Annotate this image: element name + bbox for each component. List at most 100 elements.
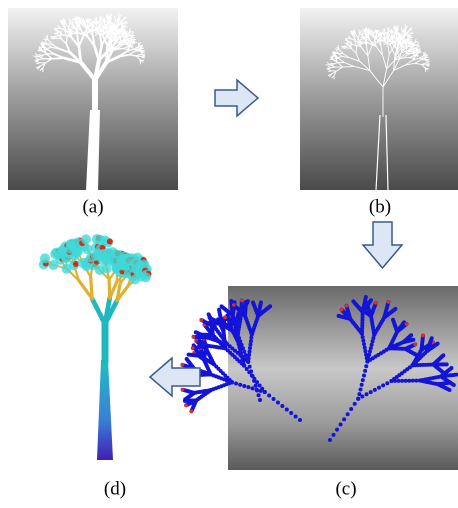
point: [363, 346, 367, 350]
point: [349, 407, 353, 411]
point: [247, 353, 251, 357]
node: [240, 299, 244, 303]
point: [242, 384, 246, 388]
node: [340, 308, 344, 312]
branch: [366, 30, 367, 35]
point: [249, 336, 253, 340]
branch: [104, 27, 105, 30]
point: [441, 353, 445, 357]
point: [258, 383, 262, 387]
point: [328, 438, 332, 442]
branch: [413, 50, 416, 51]
figure: (a) (b) (c) (d): [0, 0, 458, 508]
point: [248, 343, 252, 347]
branch: [343, 66, 354, 67]
leaf: [141, 272, 151, 282]
point: [337, 314, 341, 318]
point: [259, 300, 263, 304]
point: [365, 392, 369, 396]
point: [194, 330, 198, 334]
point: [411, 379, 415, 383]
point: [448, 388, 452, 392]
point: [339, 423, 343, 427]
branch: [398, 36, 399, 40]
point: [187, 353, 191, 357]
point: [369, 298, 373, 302]
point: [342, 417, 346, 421]
point: [448, 380, 452, 384]
point: [254, 384, 258, 388]
branch: [101, 20, 102, 24]
leaf: [81, 234, 91, 244]
point: [452, 383, 456, 387]
branch: [66, 37, 67, 44]
point: [251, 374, 255, 378]
point: [371, 336, 375, 340]
branch: [88, 23, 89, 29]
point: [436, 342, 440, 346]
point: [183, 397, 187, 401]
point: [381, 383, 385, 387]
node: [184, 403, 188, 407]
node: [413, 343, 417, 347]
node: [345, 304, 349, 308]
point: [244, 300, 248, 304]
point: [251, 301, 255, 305]
trunk: [97, 360, 113, 460]
point: [207, 312, 211, 316]
point: [257, 393, 261, 397]
point: [373, 388, 377, 392]
point: [247, 356, 251, 360]
point: [258, 398, 262, 402]
point: [385, 381, 389, 385]
branch: [91, 277, 92, 299]
point: [393, 307, 397, 311]
point: [364, 295, 368, 299]
point: [208, 316, 212, 320]
panel-label: (a): [82, 196, 103, 217]
point: [260, 387, 264, 391]
branch: [398, 28, 399, 32]
branch: [76, 19, 77, 24]
point: [268, 304, 272, 308]
branch: [425, 68, 426, 72]
branch: [127, 40, 131, 41]
point: [359, 387, 363, 391]
node: [232, 303, 236, 307]
point: [276, 401, 280, 405]
point: [363, 369, 367, 373]
point: [409, 333, 413, 337]
node: [181, 363, 185, 367]
point: [248, 346, 252, 350]
node: [200, 318, 204, 322]
point: [252, 379, 256, 383]
point: [404, 379, 408, 383]
point: [362, 373, 366, 377]
branch: [392, 37, 393, 40]
node: [192, 335, 196, 339]
point: [238, 383, 242, 387]
point: [289, 411, 293, 415]
point: [369, 346, 373, 350]
point: [185, 357, 189, 361]
node: [181, 388, 185, 392]
point: [364, 364, 368, 368]
point: [393, 379, 397, 383]
point: [364, 300, 368, 304]
node: [107, 238, 113, 244]
node: [387, 300, 391, 304]
branch: [133, 43, 136, 44]
branch: [117, 49, 123, 50]
point: [267, 394, 271, 398]
branch: [409, 33, 414, 34]
point: [363, 349, 367, 353]
node: [223, 316, 227, 320]
point: [255, 388, 259, 392]
point: [400, 379, 404, 383]
point: [449, 366, 453, 370]
point: [367, 353, 371, 357]
node: [421, 334, 425, 338]
point: [248, 349, 252, 353]
branch: [123, 49, 127, 50]
leaf: [40, 253, 50, 263]
